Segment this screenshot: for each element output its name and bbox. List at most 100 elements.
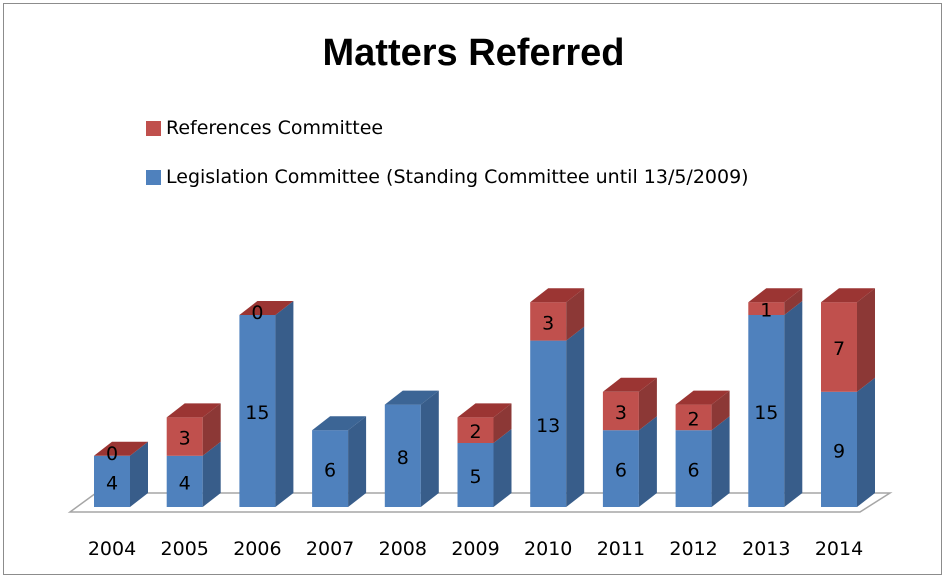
bar-legislation-2013-front	[748, 315, 785, 507]
legend-item-references: References Committee	[146, 116, 749, 140]
label-references-2012: 2	[688, 408, 700, 430]
label-legislation-2008: 8	[397, 447, 409, 469]
bar-references-2013-side	[784, 288, 803, 315]
x-tick-2008: 2008	[379, 538, 427, 560]
x-tick-2010: 2010	[524, 538, 572, 560]
bar-legislation-2004-side	[130, 441, 148, 507]
label-references-2009: 2	[469, 421, 481, 443]
bar-references-2014-front	[821, 302, 857, 392]
x-tick-2004: 2004	[88, 538, 136, 560]
legend: References Committee Legislation Committ…	[146, 116, 749, 214]
bar-references-2012-front	[675, 404, 712, 431]
bar-references-2012-side	[711, 390, 730, 431]
x-tick-2012: 2012	[669, 538, 717, 560]
bar-legislation-2014-front	[821, 391, 857, 507]
bar-legislation-2012	[675, 416, 730, 507]
label-references-2010: 3	[542, 312, 554, 334]
label-legislation-2004: 4	[106, 472, 118, 494]
label-legislation-2007: 6	[324, 460, 336, 482]
x-tick-2013: 2013	[742, 538, 790, 560]
bar-references-2009	[457, 403, 512, 443]
bar-references-2011-side	[638, 377, 657, 431]
legend-label-legislation: Legislation Committee (Standing Committe…	[166, 166, 749, 188]
label-legislation-2009: 5	[469, 466, 481, 488]
bar-references-2005-top	[166, 403, 221, 418]
label-legislation-2011: 6	[615, 460, 627, 482]
label-references-2011: 3	[615, 402, 627, 424]
bar-legislation-2012-front	[675, 430, 712, 507]
bar-references-2014	[821, 288, 875, 392]
bar-references-2014-top	[821, 288, 875, 303]
label-references-2004: 0	[106, 443, 118, 465]
legend-item-legislation: Legislation Committee (Standing Committe…	[146, 165, 749, 189]
bar-references-2014-side	[857, 288, 875, 392]
bar-references-2005	[166, 403, 221, 456]
bar-references-2012-top	[675, 390, 730, 405]
bar-legislation-2010	[530, 326, 585, 507]
bar-legislation-2011	[602, 416, 657, 507]
bar-references-2013-top	[748, 288, 803, 303]
bar-references-2011-top	[602, 377, 657, 392]
bar-legislation-2008-top	[384, 390, 439, 405]
label-legislation-2014: 9	[833, 440, 845, 462]
legend-label-references: References Committee	[166, 117, 384, 139]
bar-legislation-2014-side	[857, 377, 875, 507]
label-references-2013: 1	[760, 300, 772, 322]
bar-legislation-2007	[312, 416, 367, 507]
bar-legislation-2005-side	[202, 441, 221, 507]
x-tick-2011: 2011	[597, 538, 645, 560]
bar-references-2005-front	[166, 417, 203, 456]
bar-references-2010-side	[566, 288, 585, 341]
bar-legislation-2007-front	[312, 430, 349, 507]
legend-swatch-legislation	[146, 169, 161, 185]
bar-legislation-2005-front	[166, 455, 203, 507]
label-legislation-2006: 15	[245, 402, 269, 424]
bar-references-2009-top	[457, 403, 512, 418]
bar-legislation-2008	[384, 390, 439, 507]
bar-legislation-2010-front	[530, 340, 567, 507]
bar-references-2005-side	[202, 403, 221, 456]
bar-references-2012	[675, 390, 730, 431]
label-references-2014: 7	[833, 338, 845, 360]
x-tick-2007: 2007	[306, 538, 354, 560]
bar-references-2004-top	[94, 441, 148, 456]
label-references-2005: 3	[179, 428, 191, 450]
bar-legislation-2009-side	[493, 429, 512, 507]
bar-legislation-2005	[166, 441, 221, 507]
bar-legislation-2007-top	[312, 416, 367, 431]
bar-legislation-2008-side	[420, 390, 439, 507]
label-legislation-2013: 15	[754, 402, 778, 424]
bar-legislation-2013	[748, 301, 803, 507]
bar-legislation-2004-front	[94, 455, 130, 507]
bar-legislation-2013-side	[784, 301, 803, 507]
label-legislation-2005: 4	[179, 472, 191, 494]
label-legislation-2012: 6	[688, 460, 700, 482]
x-tick-2006: 2006	[233, 538, 281, 560]
bar-references-2013-front	[748, 302, 785, 315]
bar-legislation-2012-side	[711, 416, 730, 507]
bar-legislation-2011-front	[602, 430, 639, 507]
bar-legislation-2010-side	[566, 326, 585, 507]
bar-legislation-2007-side	[348, 416, 367, 507]
bar-legislation-2009-front	[457, 443, 494, 507]
bar-legislation-2009	[457, 429, 512, 507]
bar-references-2010-front	[530, 302, 567, 341]
label-references-2006: 0	[251, 302, 263, 324]
x-tick-2014: 2014	[815, 538, 863, 560]
bar-legislation-2008-front	[384, 404, 421, 507]
bar-references-2011-front	[602, 391, 639, 431]
bar-references-2009-side	[493, 403, 512, 443]
x-tick-2005: 2005	[161, 538, 209, 560]
bar-legislation-2004	[94, 441, 148, 507]
bar-references-2013	[748, 288, 803, 315]
bar-legislation-2011-side	[638, 416, 657, 507]
bar-references-2010-top	[530, 288, 585, 303]
bar-references-2006-top	[239, 301, 294, 315]
bar-legislation-2006	[239, 301, 294, 507]
bar-legislation-2006-front	[239, 315, 276, 507]
legend-swatch-references	[146, 120, 161, 136]
x-tick-2009: 2009	[451, 538, 499, 560]
bar-references-2011	[602, 377, 657, 431]
bar-legislation-2006-side	[275, 301, 294, 507]
